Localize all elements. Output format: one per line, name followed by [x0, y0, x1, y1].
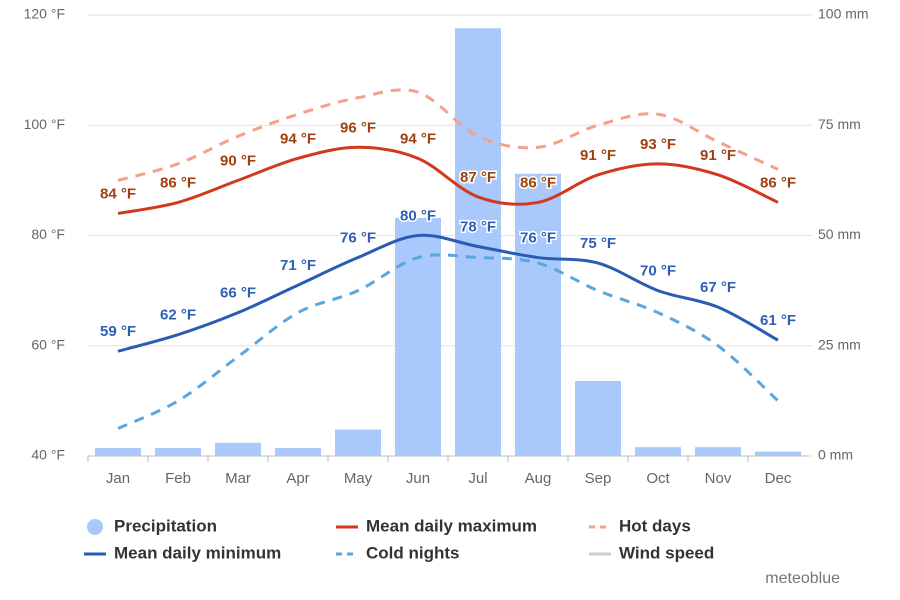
y-tick-label: 100 °F — [24, 116, 65, 132]
precipitation-bar — [215, 442, 261, 456]
data-label: 59 °F — [100, 323, 136, 340]
data-label: 86 °F — [520, 174, 556, 191]
y2-tick-label: 25 mm — [818, 336, 861, 352]
y-tick-label: 40 °F — [31, 447, 65, 463]
x-tick-label: Jan — [106, 470, 130, 487]
data-label: 94 °F — [280, 130, 316, 147]
precipitation-bar — [515, 173, 561, 456]
legend-label[interactable]: Mean daily minimum — [114, 543, 281, 562]
dashed-line — [117, 253, 780, 430]
precipitation-bar — [155, 448, 201, 456]
x-tick-label: Apr — [286, 470, 309, 487]
legend-symbol — [87, 519, 103, 535]
x-tick-label: May — [344, 470, 373, 487]
data-label: 90 °F — [220, 152, 256, 169]
data-label: 70 °F — [640, 263, 676, 280]
x-tick-label: Nov — [705, 470, 732, 487]
y2-tick-label: 100 mm — [818, 6, 869, 22]
data-label: 78 °F — [460, 218, 496, 235]
data-label: 87 °F — [460, 169, 496, 186]
data-label: 91 °F — [580, 147, 616, 164]
x-tick-label: Dec — [765, 470, 792, 487]
line — [117, 233, 779, 353]
y2-tick-label: 0 mm — [818, 447, 853, 463]
x-tick-label: Feb — [165, 470, 191, 487]
legend-label[interactable]: Cold nights — [366, 543, 459, 562]
y-tick-label: 60 °F — [31, 336, 65, 352]
data-label: 71 °F — [280, 257, 316, 274]
legend-label[interactable]: Mean daily maximum — [366, 516, 537, 535]
data-label: 67 °F — [700, 279, 736, 296]
x-tick-label: Sep — [585, 470, 612, 487]
data-label: 94 °F — [400, 130, 436, 147]
precipitation-bar — [755, 451, 801, 456]
precipitation-bar — [275, 448, 321, 456]
precipitation-bar — [335, 429, 381, 456]
data-label: 61 °F — [760, 312, 796, 329]
x-tick-label: Jul — [468, 470, 487, 487]
data-label: 96 °F — [340, 119, 376, 136]
y2-tick-label: 75 mm — [818, 116, 861, 132]
data-label: 76 °F — [520, 230, 556, 247]
data-label: 86 °F — [160, 174, 196, 191]
precipitation-bar — [575, 381, 621, 456]
legend-label[interactable]: Wind speed — [619, 543, 714, 562]
watermark: meteoblue — [765, 570, 840, 587]
precipitation-bar — [95, 448, 141, 456]
x-tick-label: Aug — [525, 470, 552, 487]
data-label: 91 °F — [700, 147, 736, 164]
x-tick-label: Oct — [646, 470, 670, 487]
line — [117, 145, 779, 215]
dashed-line — [117, 88, 779, 182]
y-tick-label: 80 °F — [31, 226, 65, 242]
legend-label[interactable]: Precipitation — [114, 516, 217, 535]
x-tick-label: Mar — [225, 470, 251, 487]
x-tick-label: Jun — [406, 470, 430, 487]
data-label: 84 °F — [100, 185, 136, 202]
legend-label[interactable]: Hot days — [619, 516, 691, 535]
data-label: 80 °F — [400, 207, 436, 224]
y-tick-label: 120 °F — [24, 6, 65, 22]
precipitation-bar — [695, 447, 741, 456]
data-label: 86 °F — [760, 174, 796, 191]
y2-tick-label: 50 mm — [818, 226, 861, 242]
data-label: 62 °F — [160, 307, 196, 324]
data-label: 76 °F — [340, 230, 376, 247]
data-label: 66 °F — [220, 285, 256, 302]
data-label: 75 °F — [580, 235, 616, 252]
precipitation-bar — [635, 447, 681, 456]
data-label: 93 °F — [640, 136, 676, 153]
